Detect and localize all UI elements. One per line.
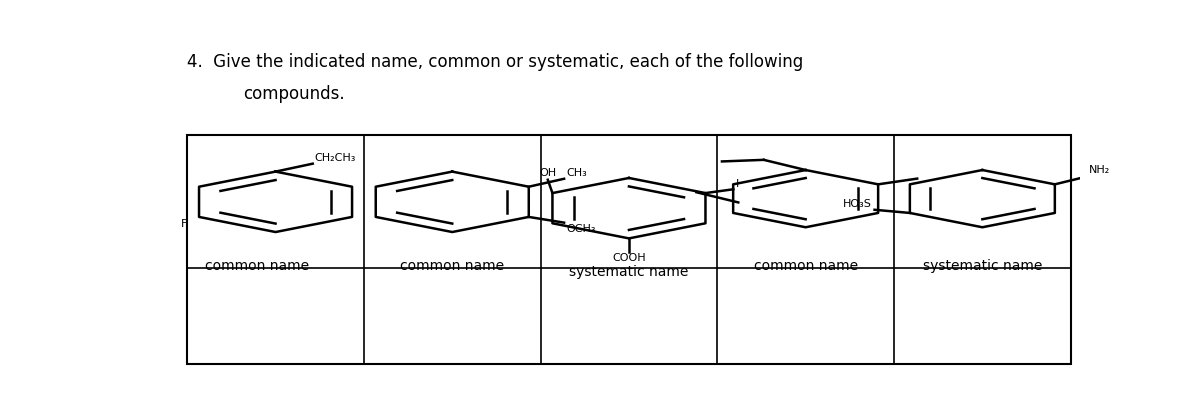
Text: 4.  Give the indicated name, common or systematic, each of the following: 4. Give the indicated name, common or sy… — [187, 53, 804, 71]
Text: CH₂CH₃: CH₂CH₃ — [314, 153, 356, 163]
Text: NH₂: NH₂ — [1090, 166, 1110, 176]
Text: COOH: COOH — [612, 253, 646, 263]
Text: systematic name: systematic name — [569, 265, 689, 279]
Text: F: F — [180, 218, 187, 228]
Bar — [187, 135, 1070, 364]
Text: OCH₃: OCH₃ — [566, 223, 595, 234]
Text: compounds.: compounds. — [242, 85, 344, 102]
Text: common name: common name — [205, 259, 310, 273]
Text: common name: common name — [400, 259, 504, 273]
Text: HO₃S: HO₃S — [842, 199, 871, 209]
Text: common name: common name — [754, 259, 858, 273]
Text: systematic name: systematic name — [923, 259, 1042, 273]
Text: I: I — [736, 179, 739, 189]
Text: OH: OH — [539, 169, 557, 178]
Text: CH₃: CH₃ — [566, 168, 587, 178]
